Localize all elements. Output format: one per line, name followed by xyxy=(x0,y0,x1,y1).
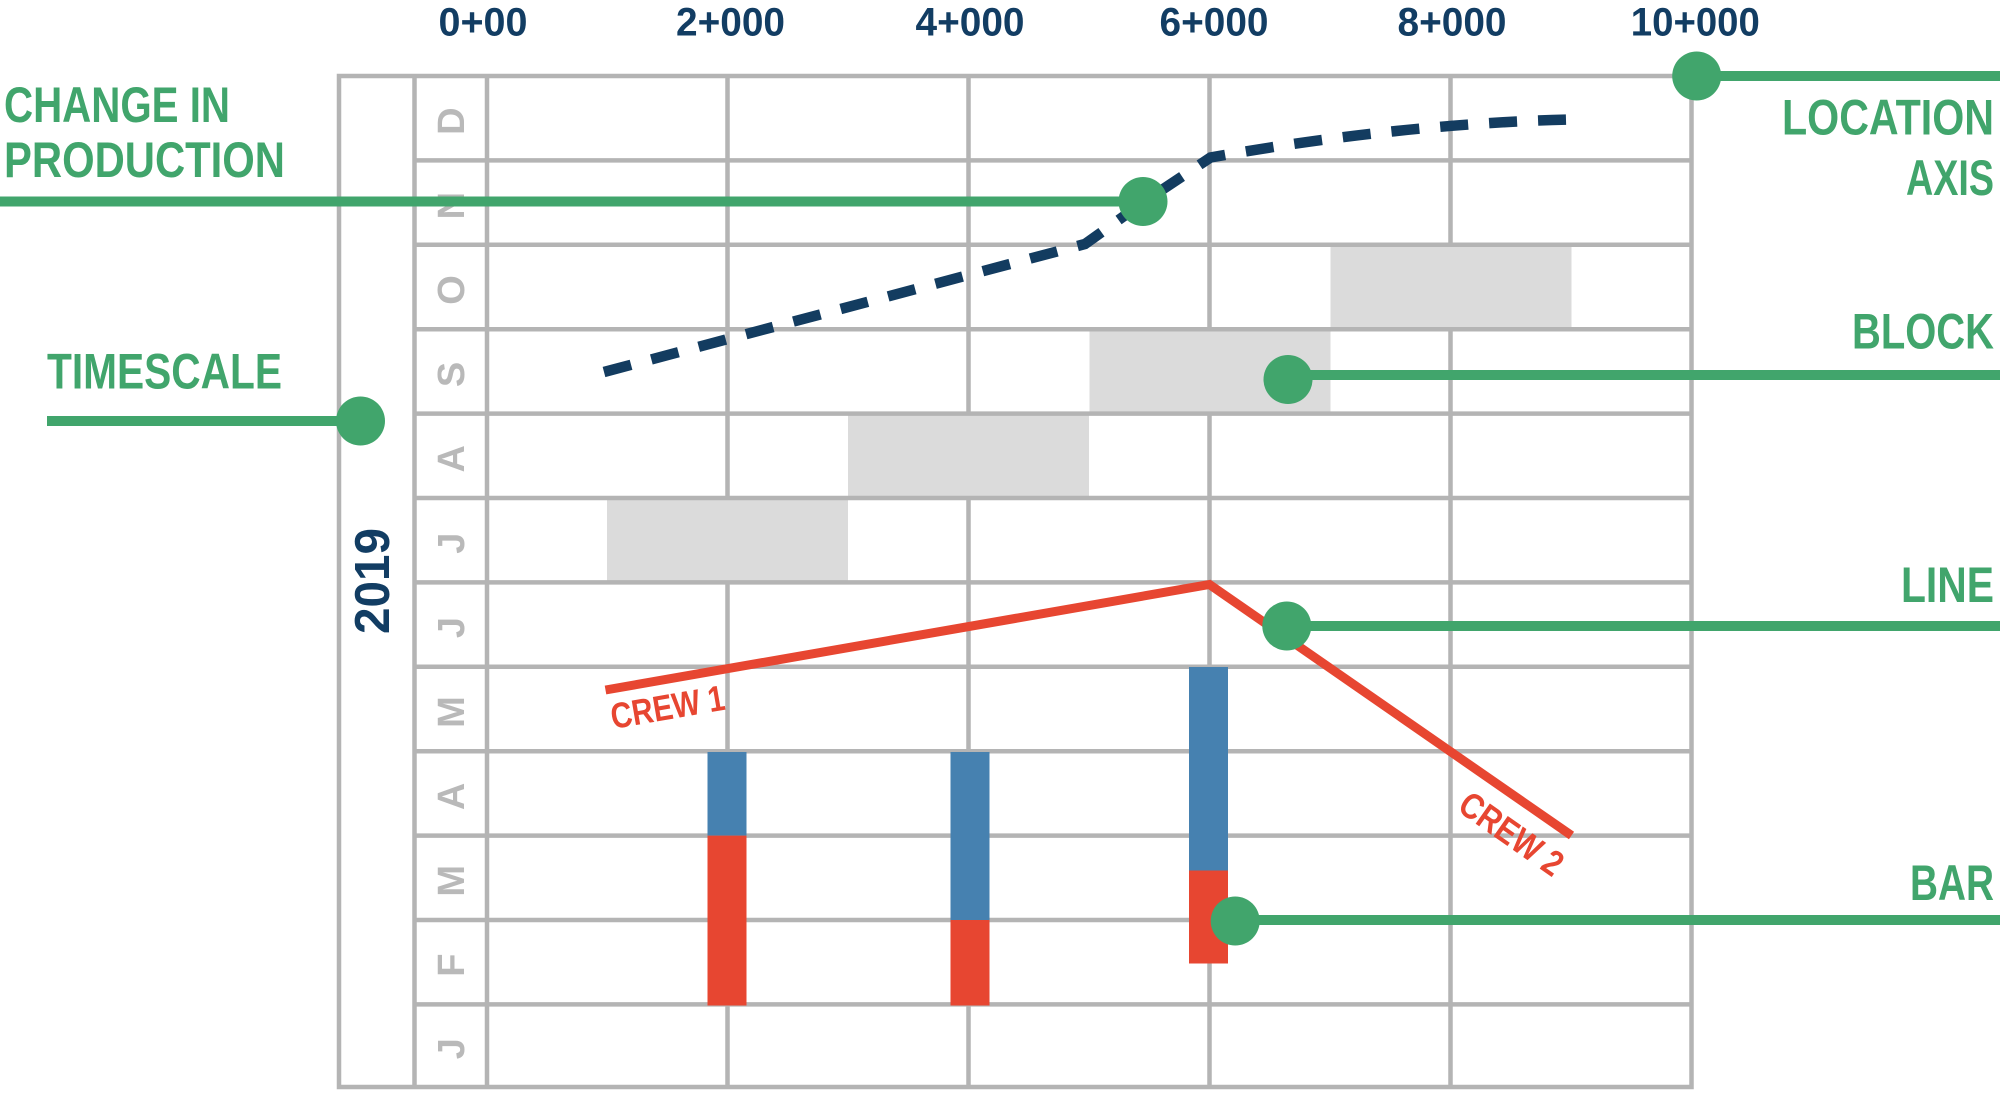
svg-text:A: A xyxy=(431,445,473,472)
svg-text:AXIS: AXIS xyxy=(1906,150,1994,206)
svg-text:D: D xyxy=(431,107,473,134)
svg-text:M: M xyxy=(431,696,473,728)
svg-text:O: O xyxy=(431,275,473,305)
svg-text:4+000: 4+000 xyxy=(916,1,1025,45)
svg-text:CHANGE IN: CHANGE IN xyxy=(4,77,230,133)
svg-text:2019: 2019 xyxy=(346,528,400,634)
svg-text:LOCATION: LOCATION xyxy=(1782,90,1994,146)
svg-text:TIMESCALE: TIMESCALE xyxy=(47,343,282,399)
svg-text:6+000: 6+000 xyxy=(1160,1,1269,45)
svg-text:M: M xyxy=(431,865,473,897)
svg-text:A: A xyxy=(431,783,473,810)
svg-text:BAR: BAR xyxy=(1910,855,1994,911)
svg-text:10+000: 10+000 xyxy=(1631,1,1760,45)
svg-text:PRODUCTION: PRODUCTION xyxy=(4,132,285,188)
svg-text:8+000: 8+000 xyxy=(1398,1,1507,45)
svg-text:J: J xyxy=(431,617,473,638)
svg-text:0+00: 0+00 xyxy=(439,1,528,45)
svg-text:J: J xyxy=(431,1038,473,1059)
svg-text:BLOCK: BLOCK xyxy=(1852,304,1994,360)
svg-text:F: F xyxy=(431,954,473,977)
svg-text:J: J xyxy=(431,533,473,554)
svg-text:2+000: 2+000 xyxy=(676,1,785,45)
svg-text:LINE: LINE xyxy=(1901,557,1994,613)
svg-text:S: S xyxy=(431,362,473,387)
